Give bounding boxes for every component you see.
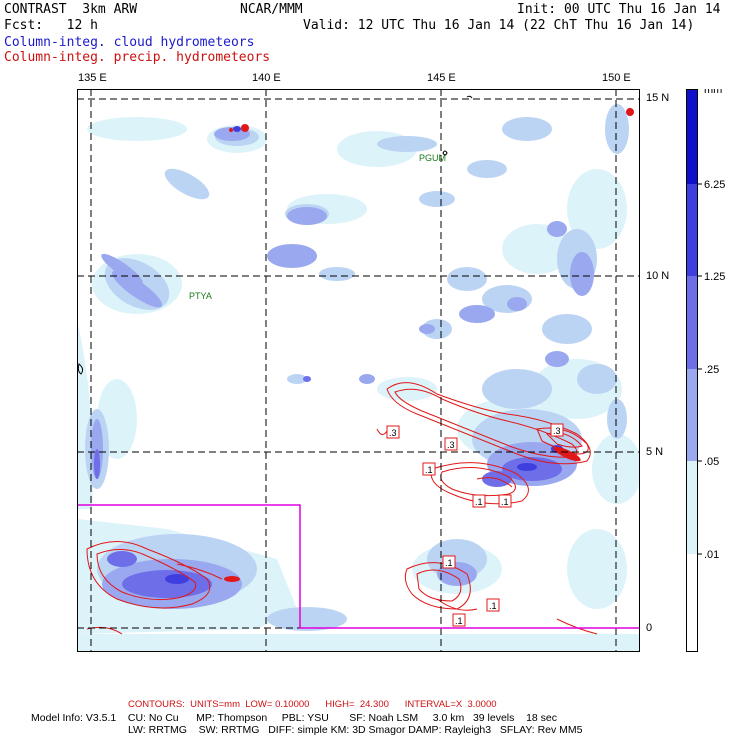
contour-label: .3 <box>444 437 458 451</box>
nest-domain-box <box>77 504 640 629</box>
lat-label-15n: 15 N <box>646 92 670 104</box>
svg-text:.3: .3 <box>553 426 561 436</box>
svg-text:.1: .1 <box>475 497 483 507</box>
svg-text:.1: .1 <box>455 616 463 626</box>
colorbar-level-6-25: 6.25 <box>704 179 725 191</box>
colorbar-unit: mm <box>704 89 722 96</box>
lon-label-140: 140 E <box>252 72 281 84</box>
contour-label: .3 <box>550 423 564 437</box>
station-pgum: PGUM <box>419 153 446 163</box>
station-ptya: PTYA <box>189 291 212 301</box>
svg-text:.3: .3 <box>389 428 397 438</box>
colorbar-level-0-25: .25 <box>704 364 719 376</box>
guam-coastline <box>442 150 448 156</box>
contour-label: .1 <box>486 598 500 612</box>
colorbar: mm 6.25 1.25 .25 .05 .01 <box>686 89 725 652</box>
map-frame <box>77 89 640 652</box>
field-precip-label: Column-integ. precip. hydrometeors <box>4 50 271 65</box>
model-title: CONTRAST 3km ARW <box>4 2 138 17</box>
colorbar-level-0-01: .01 <box>704 549 719 561</box>
lat-label-10n: 10 N <box>646 270 670 282</box>
lon-label-135: 135 E <box>78 72 107 84</box>
contour-label: .1 <box>422 462 436 476</box>
model-info-line1: Model Info: V3.5.1 CU: No Cu MP: Thompso… <box>31 712 557 724</box>
field-cloud-label: Column-integ. cloud hydrometeors <box>4 35 255 50</box>
palau-coastline <box>77 363 84 375</box>
svg-text:.1: .1 <box>425 465 433 475</box>
map-panel: PGUM PTYA .3 .3 .1 .1 .1 .3 .1 .1 .1 <box>77 89 640 652</box>
contour-label: .3 <box>386 425 400 439</box>
svg-text:.1: .1 <box>489 601 497 611</box>
model-info-line2: LW: RRTMG SW: RRTMG DIFF: simple KM: 3D … <box>128 724 583 736</box>
forecast-hour: Fcst: 12 h <box>4 18 98 33</box>
lat-label-0: 0 <box>646 622 653 634</box>
valid-time: Valid: 12 UTC Thu 16 Jan 14 (22 ChT Thu … <box>303 18 695 33</box>
svg-text:.3: .3 <box>447 440 455 450</box>
contour-label: .1 <box>498 494 512 508</box>
lat-label-5n: 5 N <box>646 446 664 458</box>
contour-label: .1 <box>442 555 456 569</box>
org-label: NCAR/MMM <box>240 2 303 17</box>
contour-label: .1 <box>452 613 466 627</box>
init-time: Init: 00 UTC Thu 16 Jan 14 <box>517 2 721 17</box>
colorbar-level-0-05: .05 <box>704 456 719 468</box>
island-coastline <box>466 95 473 99</box>
contour-info: CONTOURS: UNITS=mm LOW= 0.10000 HIGH= 24… <box>128 699 497 710</box>
contour-label: .1 <box>472 494 486 508</box>
colorbar-level-1-25: 1.25 <box>704 271 725 283</box>
svg-text:.1: .1 <box>501 497 509 507</box>
lon-label-145: 145 E <box>427 72 456 84</box>
svg-text:.1: .1 <box>445 558 453 568</box>
lon-label-150: 150 E <box>602 72 631 84</box>
precip-cores <box>224 108 634 582</box>
